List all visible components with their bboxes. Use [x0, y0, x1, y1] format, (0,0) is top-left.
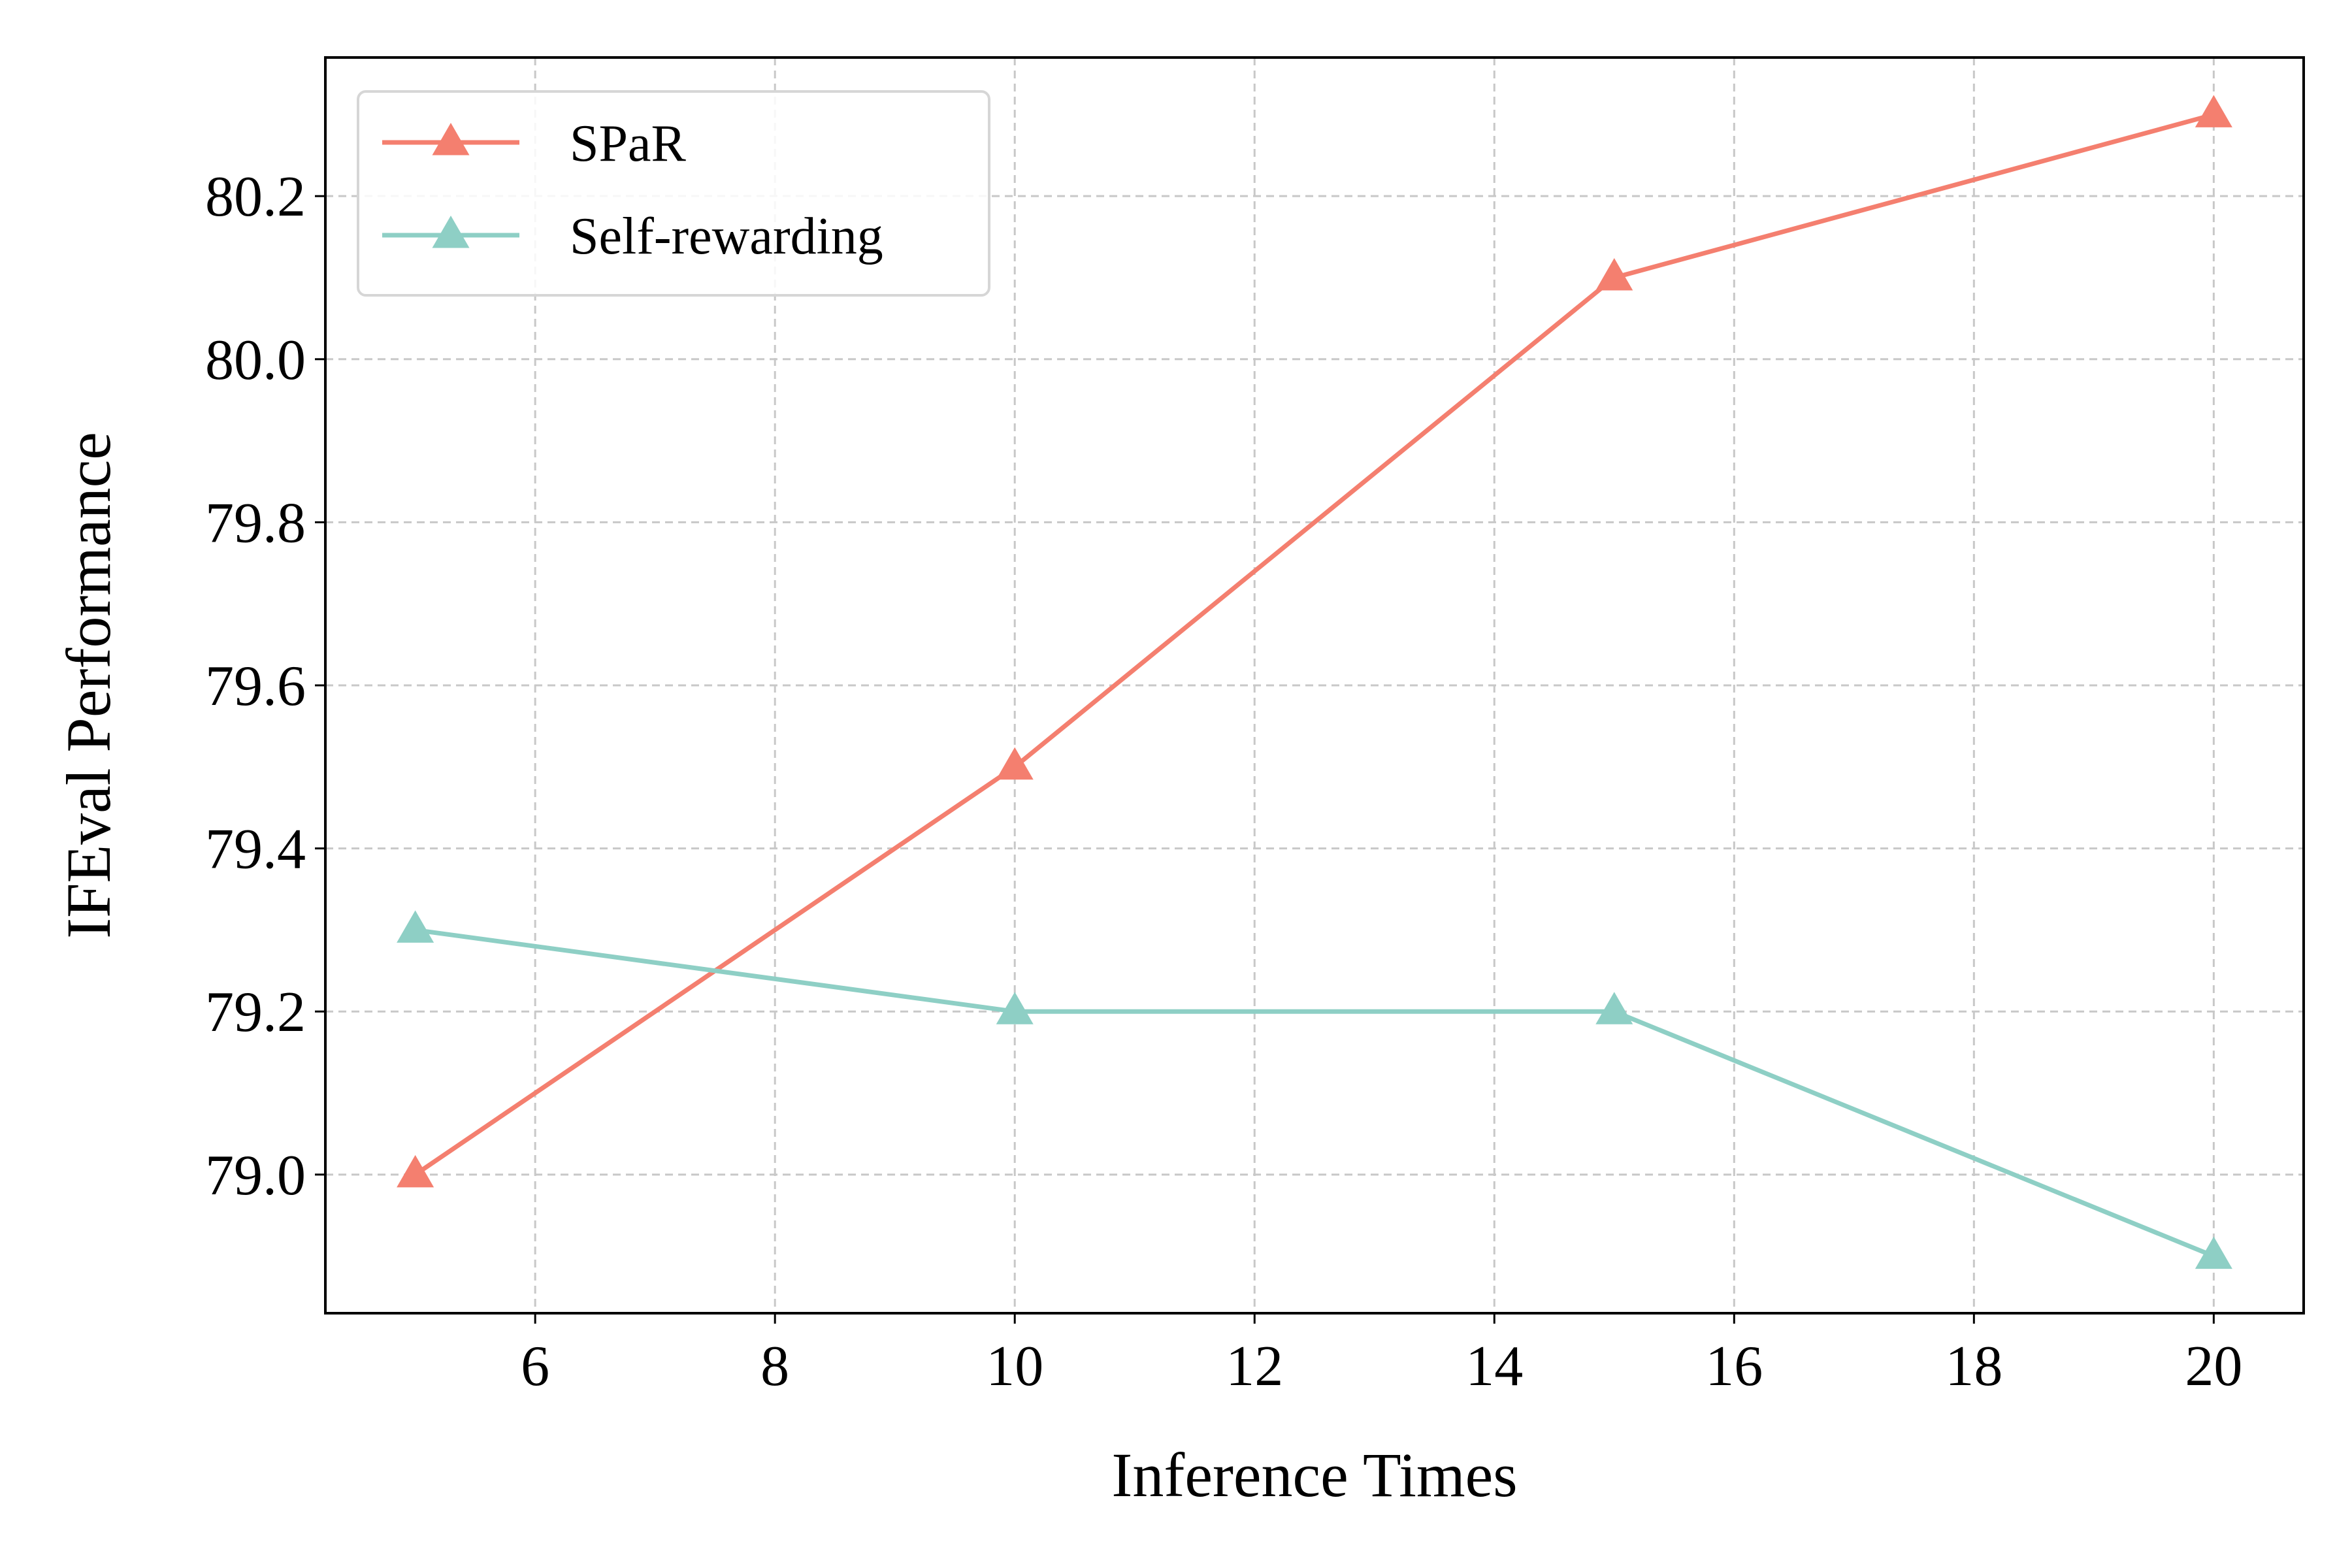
- legend-label-self-rewarding: Self-rewarding: [570, 208, 883, 265]
- x-tick-label: 16: [1705, 1335, 1763, 1398]
- x-tick-label: 12: [1226, 1335, 1283, 1398]
- x-tick-label: 10: [986, 1335, 1043, 1398]
- y-tick-label: 79.8: [205, 491, 306, 555]
- series-layer: [397, 95, 2232, 1269]
- y-tick-label: 79.6: [205, 655, 306, 718]
- point-spar: [397, 1154, 434, 1188]
- point-self-rewarding: [996, 992, 1034, 1024]
- x-tick-label: 6: [521, 1335, 549, 1398]
- y-tick-label: 79.4: [205, 818, 306, 881]
- point-self-rewarding: [397, 910, 434, 943]
- point-self-rewarding: [2195, 1236, 2232, 1269]
- point-spar: [2195, 95, 2232, 127]
- y-tick-label: 80.0: [205, 329, 306, 392]
- legend-marker-spar: [432, 123, 470, 155]
- x-tick-label: 14: [1465, 1335, 1523, 1398]
- point-self-rewarding: [1595, 992, 1633, 1024]
- y-tick-label: 79.2: [205, 981, 306, 1044]
- y-axis-title: IFEval Performance: [54, 432, 123, 939]
- x-tick-label: 8: [760, 1335, 789, 1398]
- series-line-self-rewarding: [415, 927, 2215, 1258]
- x-tick-label: 18: [1945, 1335, 2002, 1398]
- y-tick-label: 79.0: [205, 1144, 306, 1207]
- legend-marker-self-rewarding: [432, 216, 470, 248]
- x-axis-title: Inference Times: [1111, 1440, 1517, 1510]
- y-tick-label: 80.2: [205, 165, 306, 229]
- axis-ticks: 6 8 10 12 14 16 18 20 79.0 79.2 79.4 79.6 79.8 80.0 80…: [205, 165, 2242, 1398]
- point-spar: [996, 747, 1034, 780]
- x-tick-label: 20: [2185, 1335, 2242, 1398]
- legend-label-spar: SPaR: [570, 115, 686, 172]
- legend: SPaR Self-rewarding: [357, 90, 990, 297]
- point-spar: [1595, 257, 1633, 291]
